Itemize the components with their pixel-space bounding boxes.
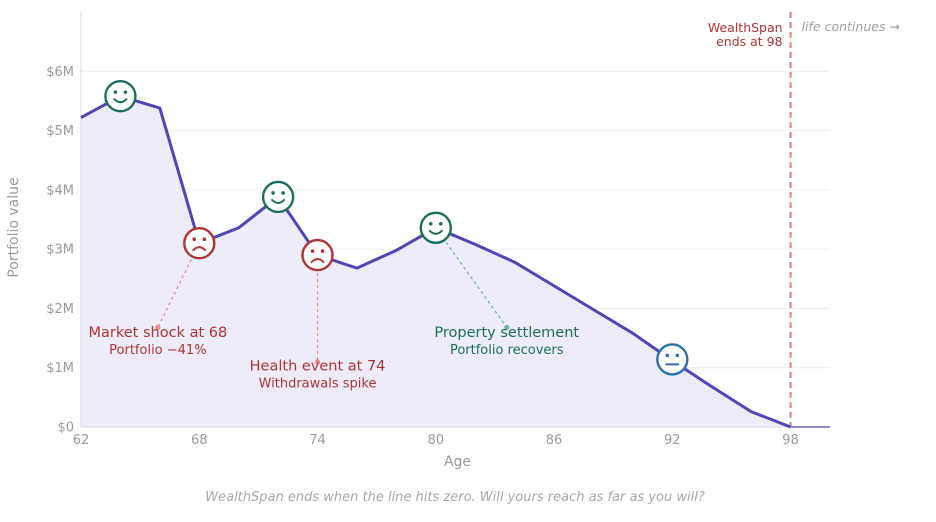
annotation-leader [435, 227, 508, 328]
y-tick-label: $1M [46, 361, 74, 376]
annotation-title: Property settlement [434, 325, 579, 341]
annotation-leader [157, 242, 200, 328]
face-eye [310, 249, 315, 253]
face-eye [123, 90, 128, 94]
face-outline [261, 180, 295, 214]
life-continues-label: life continues → [802, 19, 900, 34]
annotation: Property settlement Portfolio recovers [434, 227, 579, 358]
face-mouth [192, 246, 207, 252]
face-eye [281, 191, 285, 195]
annotation-dot [504, 324, 510, 330]
face-outline [656, 343, 689, 376]
happy-face-icon [104, 79, 137, 113]
annotation-title: Market shock at 68 [89, 325, 228, 341]
y-tick-label: $5M [46, 124, 74, 139]
y-axis-title: Portfolio value [6, 177, 22, 277]
y-axis-ticks: $0 $1M $2M $3M $4M $5M $6M [46, 65, 74, 436]
annotation-subtitle: Portfolio recovers [450, 343, 564, 358]
face-mouth [428, 229, 443, 235]
face-outline [419, 211, 452, 245]
x-axis-ticks: 62 68 74 80 86 92 98 [73, 433, 799, 448]
face-mouth [113, 98, 128, 104]
wealthspan-end-label-line1: WealthSpan [708, 20, 783, 35]
x-tick-label: 62 [73, 433, 90, 448]
annotation-dot [314, 359, 321, 365]
annotation: Health event at 74 Withdrawals spike [250, 255, 386, 392]
annotation-subtitle: Withdrawals spike [259, 377, 377, 392]
x-tick-label: 68 [191, 433, 208, 448]
y-tick-label: $3M [46, 243, 74, 258]
face-outline [183, 227, 216, 260]
face-eye [113, 90, 118, 94]
face-eye [665, 353, 670, 358]
neutral-face-icon [656, 343, 689, 376]
x-tick-label: 98 [782, 433, 799, 448]
x-tick-label: 86 [546, 433, 563, 448]
annotation-dot [155, 324, 161, 330]
happy-face-icon [419, 211, 452, 245]
x-tick-label: 74 [309, 433, 326, 448]
y-tick-label: $0 [57, 421, 74, 436]
mood-markers [104, 79, 689, 376]
face-eye [428, 222, 433, 226]
annotation-subtitle: Portfolio −41% [109, 343, 206, 358]
footer-caption: WealthSpan ends when the line hits zero.… [205, 490, 705, 505]
wealthspan-end-label-line2: ends at 98 [716, 34, 783, 49]
annotation-title: Health event at 74 [250, 359, 386, 375]
x-axis-title: Age [444, 454, 471, 470]
face-eye [202, 237, 207, 242]
x-tick-label: 92 [664, 433, 681, 448]
face-mouth [310, 258, 325, 264]
face-eye [271, 191, 275, 195]
annotations: Market shock at 68 Portfolio −41% Health e… [89, 227, 579, 392]
y-tick-label: $2M [46, 302, 74, 317]
face-outline [104, 79, 137, 113]
sad-face-icon [301, 238, 334, 272]
sad-face-icon [183, 227, 216, 260]
face-outline [301, 238, 334, 272]
face-eye [192, 237, 197, 242]
x-tick-label: 80 [428, 433, 445, 448]
face-eye [675, 353, 680, 358]
face-mouth [271, 198, 286, 204]
portfolio-area-fill [81, 96, 830, 427]
face-eye [320, 249, 325, 253]
y-tick-label: $6M [46, 65, 74, 80]
annotation: Market shock at 68 Portfolio −41% [89, 242, 228, 358]
y-tick-label: $4M [46, 183, 74, 198]
happy-face-icon [261, 180, 295, 214]
face-eye [438, 222, 443, 226]
